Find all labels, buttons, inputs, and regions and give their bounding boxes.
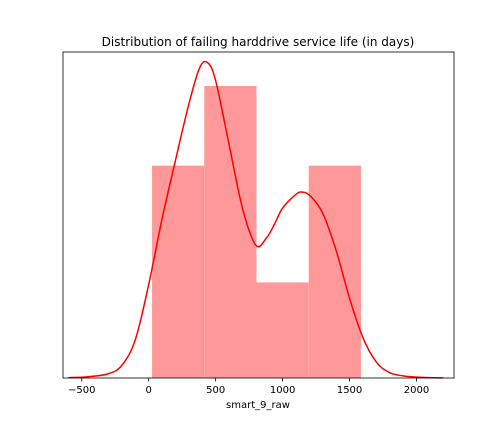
plot-frame bbox=[62, 51, 455, 379]
x-axis: −500 0 500 1000 1500 2000 bbox=[68, 378, 429, 396]
histogram-bar-4 bbox=[308, 165, 361, 378]
histogram-bar-1 bbox=[152, 165, 205, 378]
x-tick-label: 2000 bbox=[404, 385, 429, 396]
histogram-bars bbox=[152, 85, 361, 378]
x-tick-label: 1500 bbox=[337, 385, 362, 396]
kde-curve bbox=[68, 60, 444, 379]
x-axis-label: smart_9_raw bbox=[226, 400, 290, 411]
x-tick-label: 1000 bbox=[270, 385, 295, 396]
chart-title: Distribution of failing harddrive servic… bbox=[102, 35, 415, 49]
x-tick-label: −500 bbox=[68, 385, 95, 396]
histogram-bar-2 bbox=[204, 85, 257, 378]
histogram-bar-3 bbox=[256, 282, 309, 378]
x-tick-label: 0 bbox=[146, 385, 152, 396]
x-tick-label: 500 bbox=[206, 385, 225, 396]
